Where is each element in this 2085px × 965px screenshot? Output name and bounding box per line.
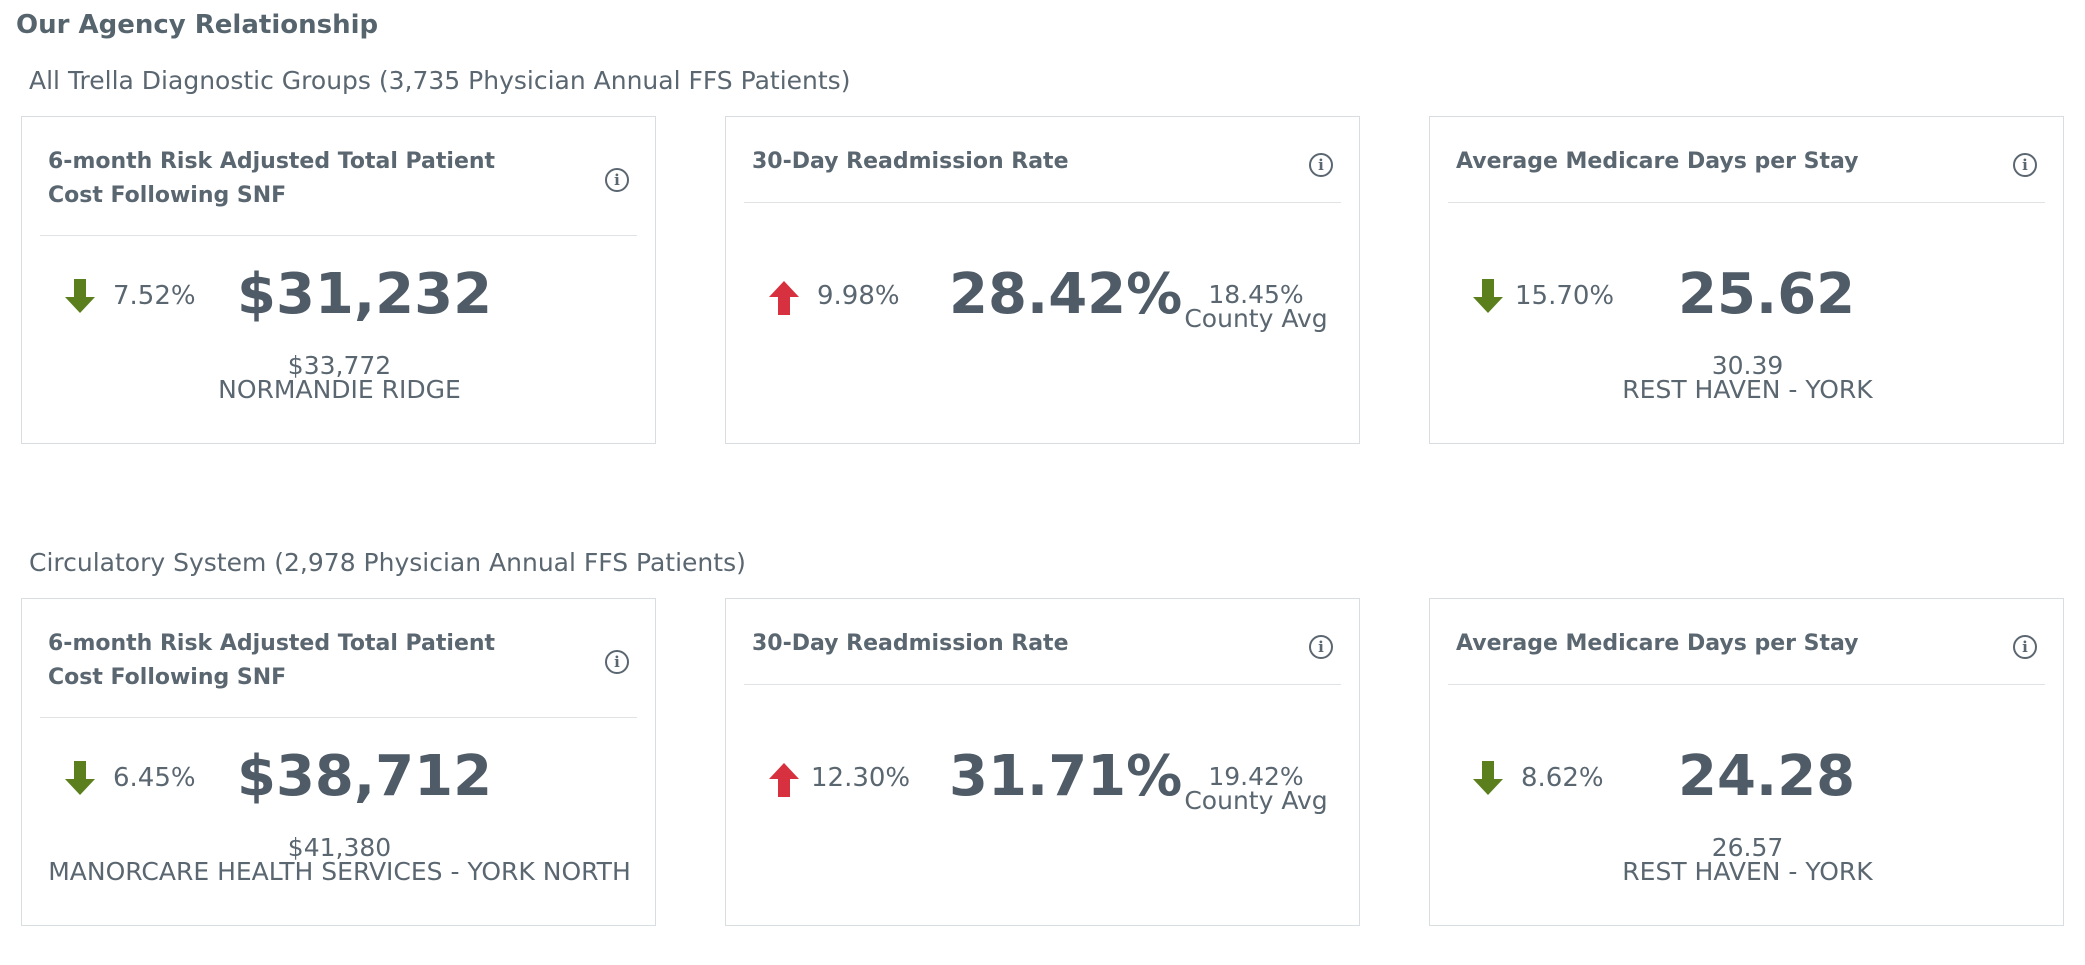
comparison-label: County Avg — [1184, 304, 1328, 333]
section-title: All Trella Diagnostic Groups (3,735 Phys… — [29, 66, 851, 95]
card-header: 6-month Risk Adjusted Total Patient Cost… — [40, 117, 637, 236]
card-header: Average Medicare Days per Stay i — [1448, 599, 2045, 685]
card-title: Average Medicare Days per Stay — [1456, 149, 1859, 174]
card-header: Average Medicare Days per Stay i — [1448, 117, 2045, 203]
change-percent: 6.45% — [113, 763, 196, 793]
main-value: $38,712 — [237, 744, 493, 809]
main-value: 24.28 — [1678, 744, 1856, 809]
change-percent: 7.52% — [113, 281, 196, 311]
card-header: 6-month Risk Adjusted Total Patient Cost… — [40, 599, 637, 718]
card-title: Average Medicare Days per Stay — [1456, 631, 1859, 656]
card-title: 6-month Risk Adjusted Total Patient Cost… — [48, 631, 496, 690]
metric-card-readmission: 30-Day Readmission Rate i 12.30% 31.71% … — [725, 598, 1360, 926]
info-icon[interactable]: i — [2013, 635, 2037, 659]
comparison-label: NORMANDIE RIDGE — [218, 375, 461, 404]
info-icon[interactable]: i — [2013, 153, 2037, 177]
change-percent: 9.98% — [817, 281, 900, 311]
up-arrow-icon — [769, 281, 799, 315]
info-icon[interactable]: i — [1309, 153, 1333, 177]
metric-card-medicare-days: Average Medicare Days per Stay i 15.70% … — [1429, 116, 2064, 444]
comparison-label: REST HAVEN - YORK — [1622, 857, 1873, 886]
card-title: 6-month Risk Adjusted Total Patient Cost… — [48, 149, 496, 208]
metric-card-medicare-days: Average Medicare Days per Stay i 8.62% 2… — [1429, 598, 2064, 926]
metric-card-cost: 6-month Risk Adjusted Total Patient Cost… — [21, 598, 656, 926]
down-arrow-icon — [65, 761, 95, 795]
section-title: Circulatory System (2,978 Physician Annu… — [29, 548, 746, 577]
down-arrow-icon — [1473, 761, 1503, 795]
up-arrow-icon — [769, 763, 799, 797]
change-percent: 12.30% — [811, 763, 911, 793]
info-icon[interactable]: i — [1309, 635, 1333, 659]
main-value: $31,232 — [237, 262, 493, 327]
comparison-value: 18.45% — [1208, 280, 1304, 309]
main-value: 25.62 — [1678, 262, 1856, 327]
comparison-label: REST HAVEN - YORK — [1622, 375, 1873, 404]
comparison-value: $41,380 — [287, 833, 392, 862]
comparison-value: 30.39 — [1711, 351, 1784, 380]
comparison-value: 19.42% — [1208, 762, 1304, 791]
info-icon[interactable]: i — [605, 650, 629, 674]
card-title: 30-Day Readmission Rate — [752, 149, 1069, 174]
page-title: Our Agency Relationship — [16, 10, 379, 40]
comparison-label: MANORCARE HEALTH SERVICES - YORK NORTH — [48, 857, 631, 886]
main-value: 28.42% — [949, 262, 1183, 327]
change-percent: 15.70% — [1515, 281, 1615, 311]
metric-card-cost: 6-month Risk Adjusted Total Patient Cost… — [21, 116, 656, 444]
comparison-value: 26.57 — [1711, 833, 1784, 862]
comparison-value: $33,772 — [287, 351, 392, 380]
card-header: 30-Day Readmission Rate i — [744, 599, 1341, 685]
metric-card-readmission: 30-Day Readmission Rate i 9.98% 28.42% 1… — [725, 116, 1360, 444]
down-arrow-icon — [1473, 279, 1503, 313]
main-value: 31.71% — [949, 744, 1183, 809]
down-arrow-icon — [65, 279, 95, 313]
change-percent: 8.62% — [1521, 763, 1604, 793]
card-title: 30-Day Readmission Rate — [752, 631, 1069, 656]
card-header: 30-Day Readmission Rate i — [744, 117, 1341, 203]
info-icon[interactable]: i — [605, 168, 629, 192]
comparison-label: County Avg — [1184, 786, 1328, 815]
